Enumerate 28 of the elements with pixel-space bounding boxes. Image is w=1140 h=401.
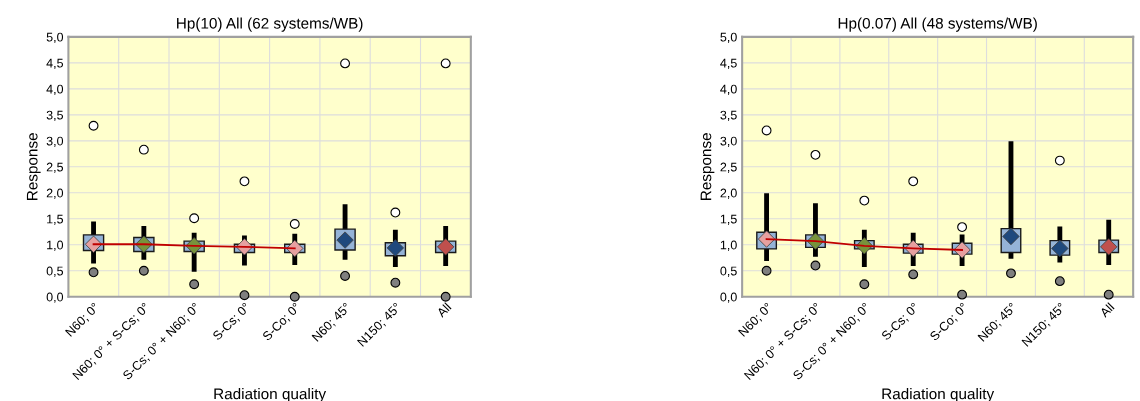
y-tick-label: 4,5 [720, 58, 737, 70]
y-axis-title: Response [26, 133, 41, 200]
y-tick-label: 5,0 [720, 32, 737, 44]
y-tick-label: 0,0 [720, 292, 737, 303]
chart-title: Hp(10) All (62 systems/WB) [177, 17, 363, 32]
y-tick-label: 2,0 [46, 188, 64, 199]
y-tick-label: 1,0 [720, 240, 737, 251]
y-tick-label: 4,0 [720, 84, 737, 95]
y-tick-label: 2,0 [720, 188, 737, 199]
y-tick-label: 2,5 [720, 162, 737, 173]
y-tick-label: 0,5 [720, 266, 737, 277]
y-tick-label: 5,0 [46, 32, 64, 44]
y-tick-label: 3,0 [46, 136, 64, 147]
y-tick-label: 3,0 [720, 136, 737, 147]
x-tick-label: All [1098, 302, 1115, 318]
y-tick-label: 1,5 [720, 214, 737, 225]
y-axis-title: Response [700, 133, 715, 200]
x-tick-label: All [435, 302, 452, 318]
y-tick-label: 4,0 [46, 84, 64, 95]
y-tick-label: 1,0 [47, 240, 64, 251]
y-tick-label: 0,5 [46, 266, 64, 277]
y-tick-label: 3,5 [720, 110, 737, 121]
y-tick-label: 1,5 [47, 214, 64, 225]
y-tick-label: 3,5 [46, 110, 64, 121]
chart-title: Hp(0.07) All (48 systems/WB) [838, 17, 1037, 32]
y-tick-label: 4,5 [46, 58, 64, 70]
y-tick-label: 2,5 [46, 162, 64, 173]
y-tick-label: 0,0 [46, 292, 64, 303]
